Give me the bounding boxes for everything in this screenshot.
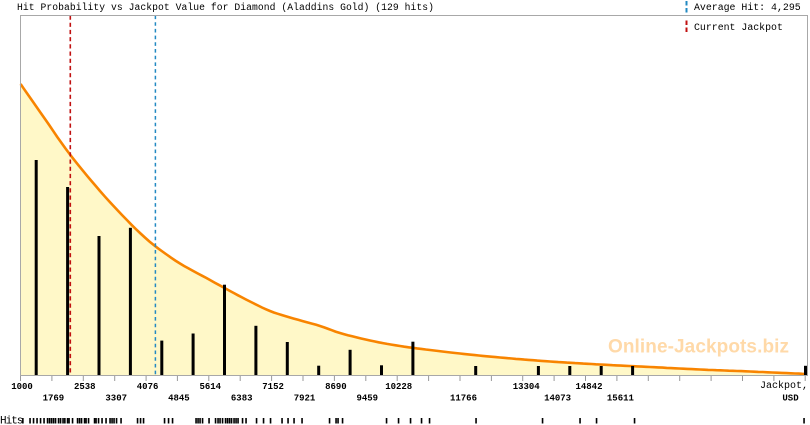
svg-text:4076: 4076: [137, 382, 159, 392]
svg-text:1769: 1769: [43, 394, 65, 404]
svg-text:7921: 7921: [294, 394, 316, 404]
svg-text:14073: 14073: [544, 394, 571, 404]
svg-text:10228: 10228: [385, 382, 412, 392]
svg-text:9459: 9459: [356, 394, 378, 404]
svg-text:13304: 13304: [513, 382, 541, 392]
svg-text:2538: 2538: [74, 382, 96, 392]
svg-text:Hit Probability vs Jackpot Val: Hit Probability vs Jackpot Value for Dia…: [17, 2, 434, 13]
svg-text:8690: 8690: [325, 382, 347, 392]
svg-text:1000: 1000: [11, 382, 33, 392]
svg-text:5614: 5614: [199, 382, 221, 392]
svg-text:Jackpot,: Jackpot,: [760, 380, 808, 392]
svg-text:Average Hit: 4,295: Average Hit: 4,295: [694, 2, 801, 13]
svg-text:Current Jackpot: Current Jackpot: [694, 22, 783, 33]
svg-text:11766: 11766: [450, 394, 477, 404]
svg-text:6383: 6383: [231, 394, 253, 404]
svg-text:7152: 7152: [262, 382, 284, 392]
svg-text:4845: 4845: [168, 394, 190, 404]
svg-text:Online-Jackpots.biz: Online-Jackpots.biz: [608, 337, 789, 358]
svg-text:14842: 14842: [575, 382, 602, 392]
svg-text:USD: USD: [782, 394, 799, 404]
svg-text:15611: 15611: [607, 394, 635, 404]
svg-text:3307: 3307: [105, 394, 127, 404]
svg-text:Hits: Hits: [0, 416, 23, 425]
